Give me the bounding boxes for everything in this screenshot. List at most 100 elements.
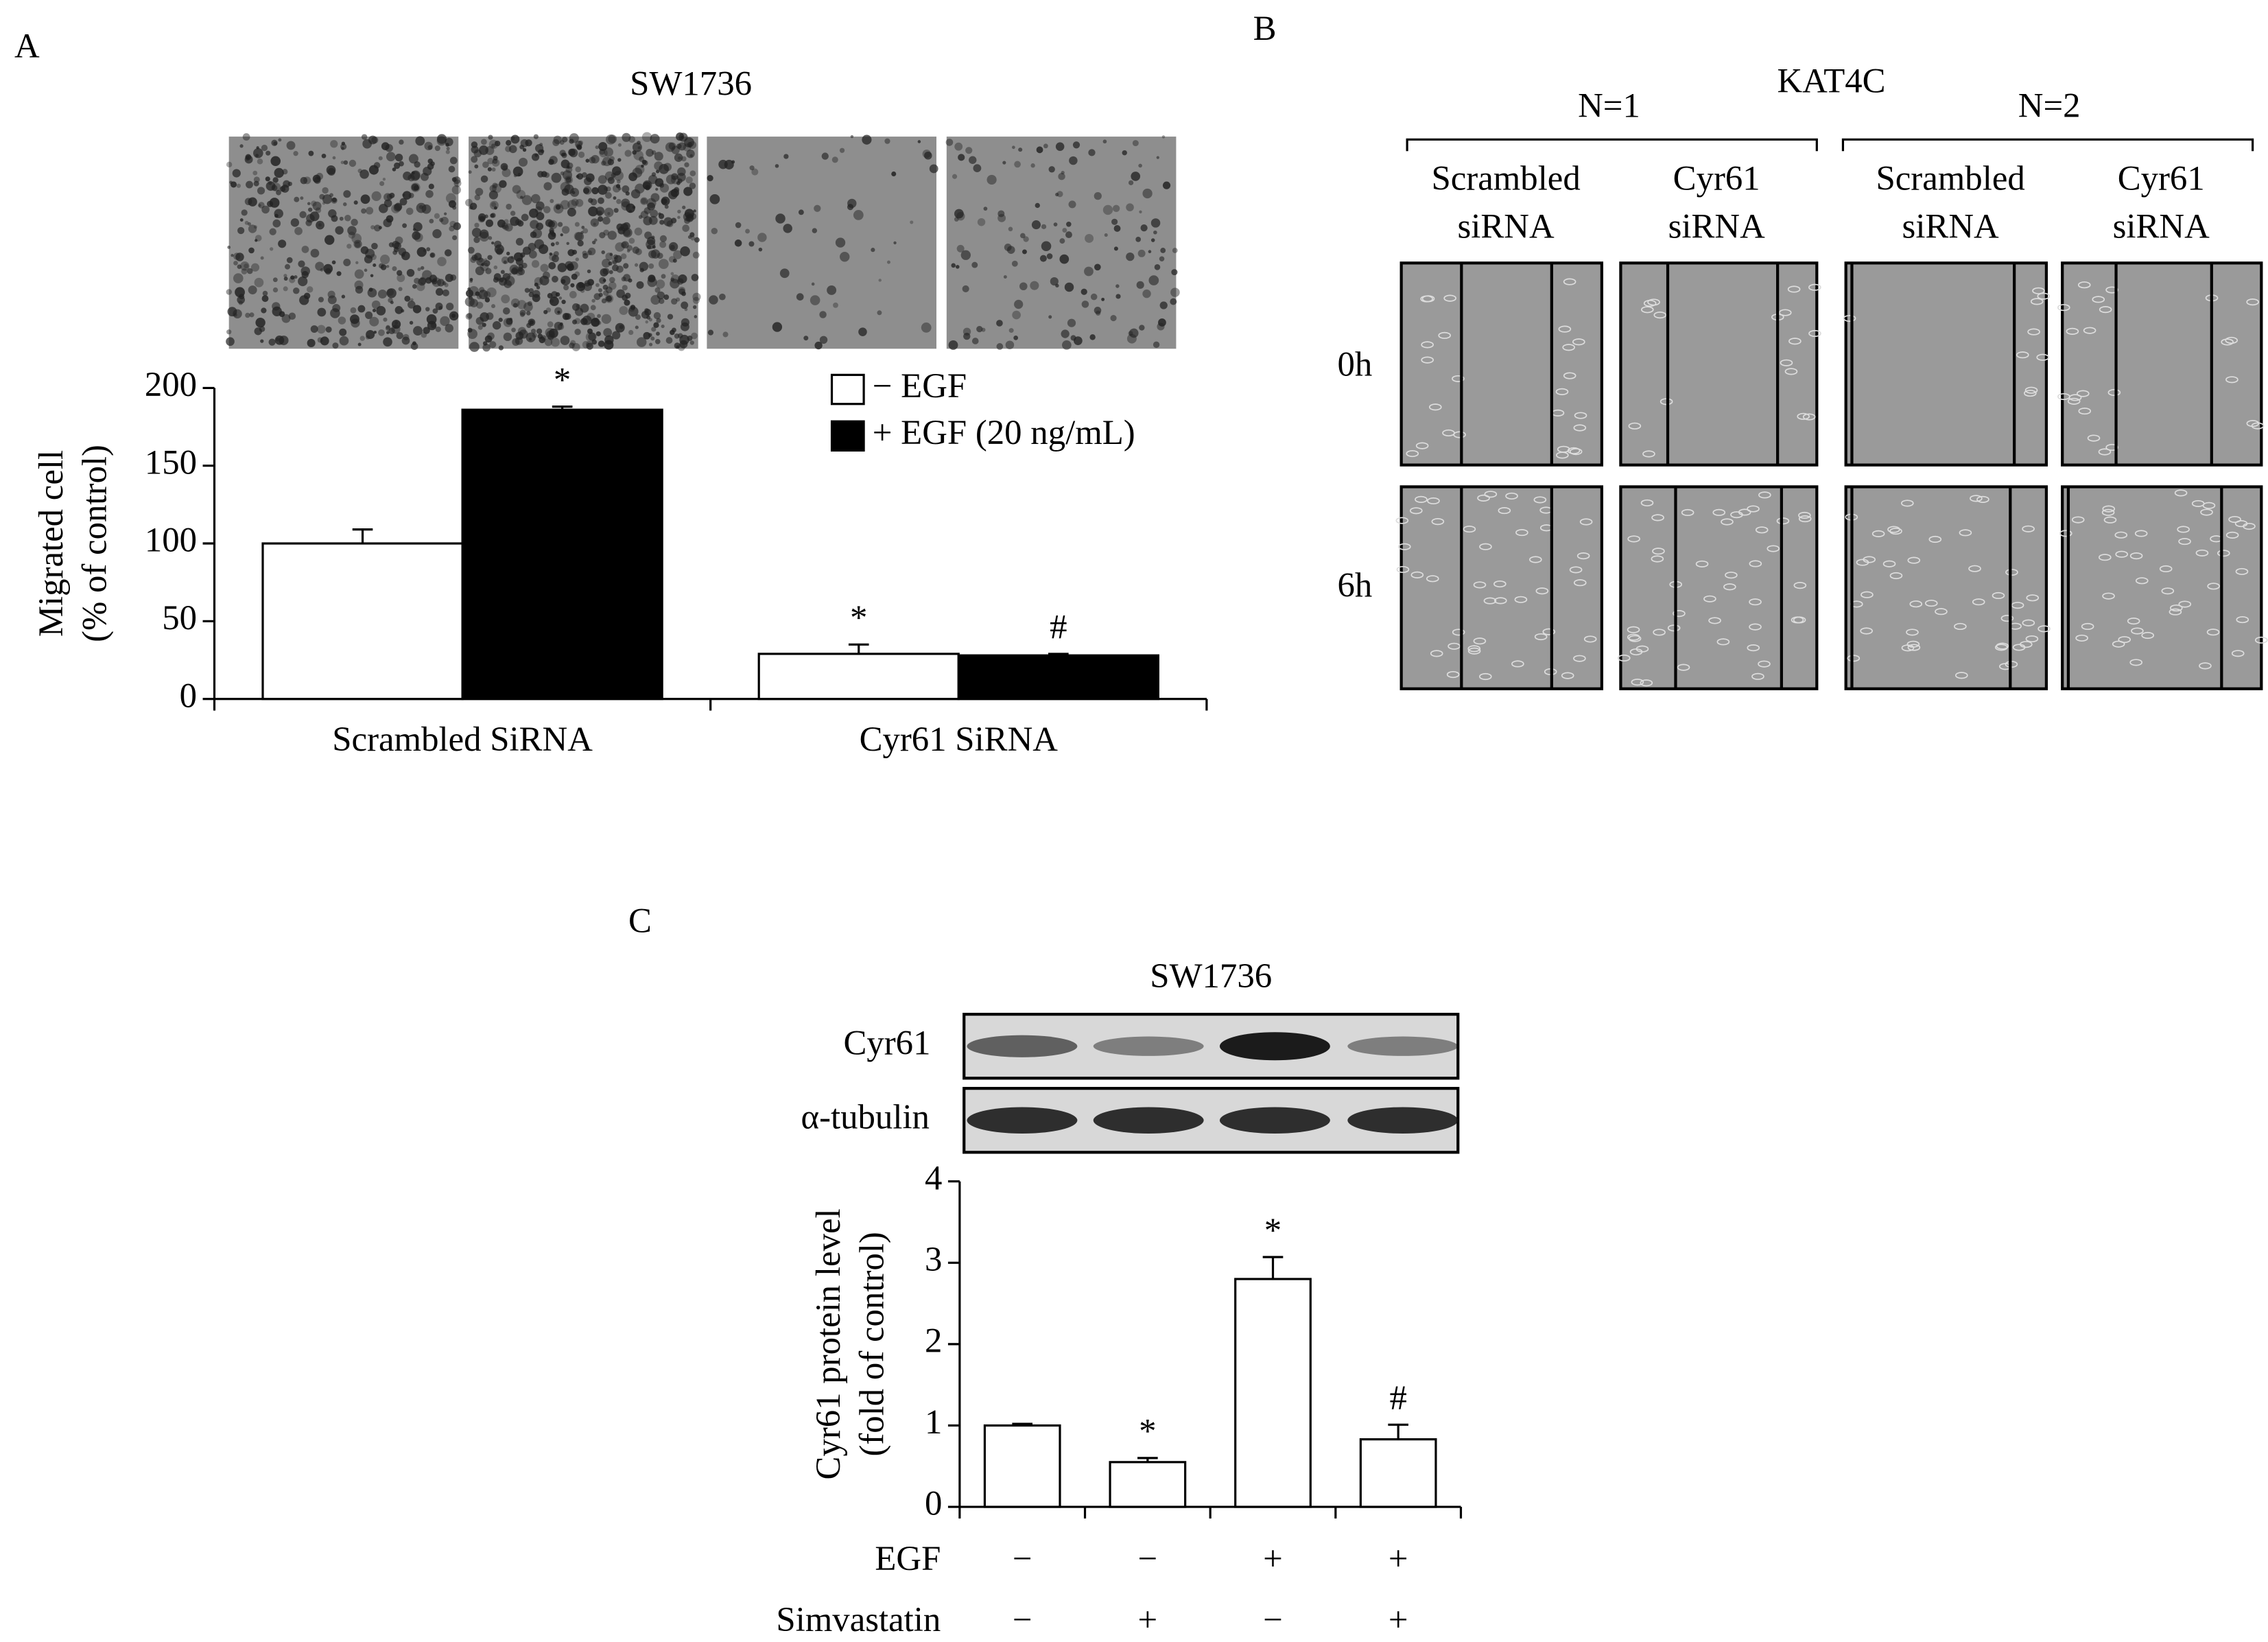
cell-speck xyxy=(758,247,763,252)
cell-speck xyxy=(262,290,268,296)
cell-speck xyxy=(954,142,963,151)
micrograph xyxy=(228,137,459,349)
cell-speck xyxy=(386,331,390,335)
cell-speck xyxy=(226,289,233,295)
cell xyxy=(1793,616,1806,624)
cell-speck xyxy=(588,332,597,341)
cell-speck xyxy=(676,143,682,149)
cell-speck xyxy=(298,260,305,268)
cell-speck xyxy=(1115,284,1120,288)
cell-speck xyxy=(444,249,452,257)
cell-speck xyxy=(796,293,804,301)
cell-speck xyxy=(626,203,635,213)
cell-speck xyxy=(346,244,352,249)
cell-speck xyxy=(592,240,596,244)
row-label: 0h xyxy=(1337,344,1372,383)
cell-speck xyxy=(609,270,613,274)
cell-speck xyxy=(445,143,449,147)
cell-speck xyxy=(1035,202,1040,209)
cell-speck xyxy=(335,226,344,235)
cell-speck xyxy=(386,152,396,162)
cell-speck xyxy=(474,194,481,201)
cell-speck xyxy=(1021,249,1027,255)
cell-speck xyxy=(359,169,369,179)
cell-speck xyxy=(544,172,550,178)
cell-speck xyxy=(285,263,290,270)
cell-speck xyxy=(294,226,303,235)
cell-speck xyxy=(1122,150,1127,156)
cell-speck xyxy=(322,187,329,194)
cell-speck xyxy=(651,172,657,177)
cell xyxy=(2026,594,2040,602)
cell-speck xyxy=(604,340,614,350)
cell-speck xyxy=(956,211,965,221)
cell-speck xyxy=(687,336,693,341)
cell-speck xyxy=(612,166,622,176)
cell-speck xyxy=(585,173,595,183)
cell-speck xyxy=(597,314,601,318)
cell xyxy=(2225,531,2239,539)
cell xyxy=(1643,299,1657,307)
cell-speck xyxy=(570,283,575,288)
cell xyxy=(1514,596,1528,603)
cell-speck xyxy=(515,237,524,246)
cell xyxy=(1484,491,1498,498)
bar xyxy=(1109,1461,1187,1508)
cell-speck xyxy=(357,305,366,313)
cell-speck xyxy=(1012,310,1021,320)
cell-speck xyxy=(1003,275,1007,279)
cell-speck xyxy=(619,325,624,329)
cell-speck xyxy=(479,216,485,222)
cell-speck xyxy=(687,235,692,239)
cell xyxy=(1579,518,1593,526)
cell-speck xyxy=(250,263,260,272)
cell-speck xyxy=(245,312,250,318)
cell-speck xyxy=(339,216,344,221)
cell-speck xyxy=(427,145,433,150)
cell-speck xyxy=(290,275,295,280)
cell-speck xyxy=(621,201,630,211)
cell-speck xyxy=(560,279,566,284)
cell-speck xyxy=(469,206,473,210)
cell-speck xyxy=(383,317,388,322)
cell xyxy=(2221,338,2234,346)
cell-speck xyxy=(1115,294,1121,299)
cell-speck xyxy=(401,309,405,313)
cell-speck xyxy=(437,257,447,267)
panel-label: C xyxy=(628,902,652,940)
cell-speck xyxy=(814,341,823,350)
cell-speck xyxy=(692,251,700,259)
condition-value: + xyxy=(1389,1600,1408,1639)
cell xyxy=(2077,281,2091,289)
cell-speck xyxy=(240,261,250,271)
cell-speck xyxy=(330,140,338,148)
cell-speck xyxy=(1012,145,1015,150)
cell-speck xyxy=(693,209,696,213)
wound-image xyxy=(1844,261,2048,467)
cell-speck xyxy=(567,165,570,169)
cell-speck xyxy=(468,170,472,174)
cell-speck xyxy=(498,345,504,351)
cell-speck xyxy=(996,320,1003,327)
significance-mark: # xyxy=(1389,1379,1406,1417)
cell-speck xyxy=(571,198,579,207)
cell-speck xyxy=(1031,220,1041,230)
cell-speck xyxy=(559,322,563,326)
cell-speck xyxy=(530,231,537,238)
cell-speck xyxy=(563,285,569,291)
error-bar xyxy=(352,528,373,544)
cell-speck xyxy=(599,148,608,158)
cell-speck xyxy=(643,216,652,226)
cell xyxy=(1631,679,1644,686)
cell-speck xyxy=(997,213,1006,222)
cell-speck xyxy=(347,226,357,235)
cell-speck xyxy=(1170,298,1177,305)
cell xyxy=(1725,572,1738,579)
cell-speck xyxy=(493,155,498,161)
cell-speck xyxy=(835,237,846,248)
cell-speck xyxy=(576,304,580,309)
cell-speck xyxy=(617,143,622,147)
cell-speck xyxy=(257,158,263,165)
cell-speck xyxy=(315,261,324,271)
cell-speck xyxy=(510,134,520,144)
